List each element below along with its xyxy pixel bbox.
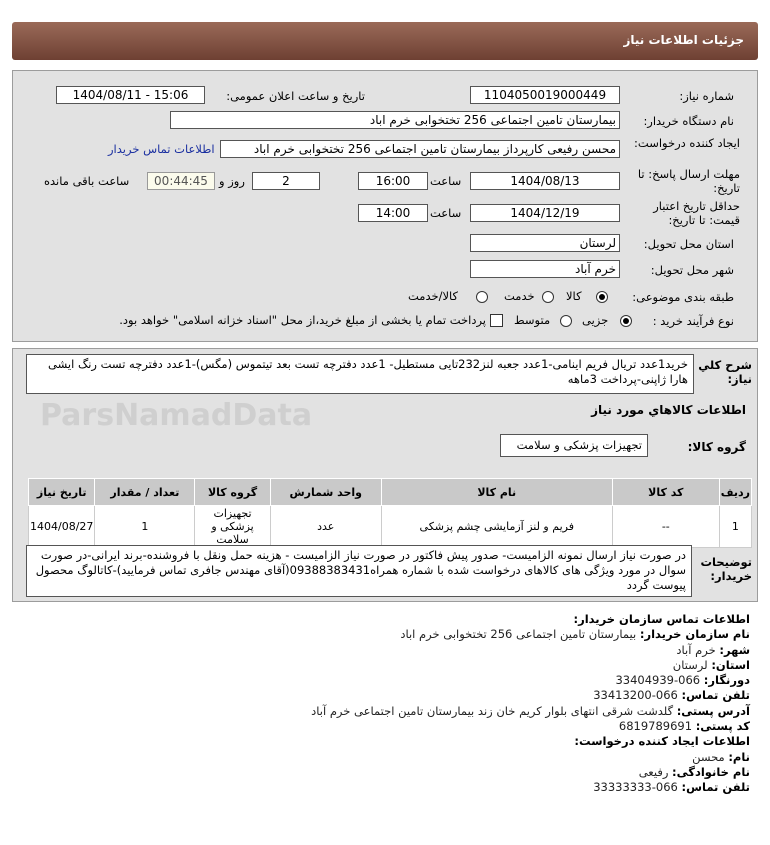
col-name: نام کالا — [380, 478, 613, 506]
validity-time-label: ساعت — [430, 206, 462, 220]
page-title: جزئیات اطلاعات نیاز — [623, 33, 744, 47]
page-header: جزئیات اطلاعات نیاز — [12, 22, 758, 60]
buyer-org-field[interactable]: بیمارستان تامین اجتماعی 256 تختخوابی خرم… — [170, 111, 620, 129]
postal-value: 6819789691 — [618, 719, 693, 734]
summary-label: شرح کلي نياز: — [698, 358, 752, 386]
treasury-payment-label: پرداخت تمام یا بخشی از مبلغ خرید،از محل … — [119, 313, 486, 327]
creator-field[interactable]: محسن رفیعی کارپرداز بیمارستان تامین اجتم… — [220, 140, 620, 158]
deadline-label: مهلت ارسال پاسخ: تا تاریخ: — [637, 167, 740, 195]
creator-phone-label: تلفن تماس: — [681, 780, 750, 795]
col-date: تاریخ نیاز — [27, 478, 96, 506]
category-goods-radio[interactable] — [596, 291, 608, 303]
col-group: گروه کالا — [194, 478, 271, 506]
days-remaining-field: 2 — [252, 172, 320, 190]
cell-code: -- — [611, 505, 720, 548]
name-label: نام: — [728, 749, 750, 764]
col-qty: تعداد / مقدار — [94, 478, 196, 506]
notes-box: در صورت نیاز ارسال نمونه الزامیست- صدور … — [26, 545, 692, 597]
summary-box: خرید1عدد تریال فریم اینامی-1عدد جعبه لنز… — [26, 354, 694, 394]
col-row: ردیف — [718, 478, 753, 506]
buyer-contact-section: اطلاعات تماس سازمان خریدار: نام سازمان خ… — [311, 612, 750, 796]
col-unit: واحد شمارش — [269, 478, 382, 506]
process-label: نوع فرآیند خرید : — [652, 314, 734, 328]
creator-phone-value: 066-33333333 — [593, 780, 678, 795]
province-label: استان: — [711, 657, 750, 672]
table-row: 1 -- فریم و لنز آزمایشی چشم پزشکی عدد تج… — [27, 505, 753, 548]
validity-label: حداقل تاریخ اعتبار قیمت: تا تاریخ: — [653, 199, 740, 227]
address-value: گلدشت شرقی انتهای بلوار کریم خان زند بیم… — [311, 703, 674, 718]
cell-date: 1404/08/27 — [27, 505, 96, 548]
category-goods-label: کالا — [566, 289, 582, 303]
category-label: طبقه بندی موضوعی: — [632, 290, 734, 304]
province-value: لرستان — [672, 657, 708, 672]
name-value: محسن — [692, 749, 725, 764]
process-minor-radio[interactable] — [620, 315, 632, 327]
cell-unit: عدد — [269, 505, 382, 548]
process-medium-radio[interactable] — [560, 315, 572, 327]
org-label: نام سازمان خریدار: — [639, 627, 750, 642]
category-both-radio[interactable] — [476, 291, 488, 303]
deadline-date-field[interactable]: 1404/08/13 — [470, 172, 620, 190]
days-label: روز و — [219, 174, 245, 188]
buyer-contact-link[interactable]: اطلاعات تماس خریدار — [108, 142, 215, 156]
org-value: بیمارستان تامین اجتماعی 256 تختخوابی خرم… — [400, 627, 637, 642]
table-header-row: ردیف کد کالا نام کالا واحد شمارش گروه کا… — [27, 478, 753, 506]
need-number-field[interactable]: 1104050019000449 — [470, 86, 620, 104]
cell-group: تجهیزات پزشکی و سلامت — [194, 505, 271, 548]
process-medium-label: متوسط — [514, 313, 551, 327]
validity-date-field[interactable]: 1404/12/19 — [470, 204, 620, 222]
address-label: آدرس پستی: — [676, 703, 750, 718]
contact-title: اطلاعات تماس سازمان خریدار: — [573, 612, 750, 626]
group-box: تجهیزات پزشکی و سلامت — [500, 434, 648, 457]
watermark-logo: ParsNamadData — [40, 398, 313, 433]
time-remaining-field: 00:44:45 — [147, 172, 215, 190]
process-minor-label: جزیی — [582, 313, 609, 327]
province-field[interactable]: لرستان — [470, 234, 620, 252]
category-both-label: کالا/خدمت — [408, 289, 459, 303]
family-label: نام خانوادگی: — [672, 764, 750, 779]
phone-label: تلفن تماس: — [681, 688, 750, 703]
city-label: شهر: — [719, 642, 750, 657]
province-label: استان محل تحویل: — [643, 237, 734, 251]
announce-field[interactable]: 1404/08/11 - 15:06 — [56, 86, 205, 104]
need-number-label: شماره نیاز: — [679, 89, 734, 103]
col-code: کد کالا — [611, 478, 720, 506]
city-label: شهر محل تحویل: — [650, 263, 734, 277]
category-service-label: خدمت — [504, 289, 535, 303]
phone-value: 066-33413200 — [593, 688, 678, 703]
cell-name: فریم و لنز آزمایشی چشم پزشکی — [380, 505, 613, 548]
postal-label: کد پستی: — [695, 719, 750, 734]
buyer-org-label: نام دستگاه خریدار: — [643, 114, 734, 128]
cell-qty: 1 — [94, 505, 196, 548]
cell-row: 1 — [718, 505, 753, 548]
creator-info-title: اطلاعات ایجاد کننده درخواست: — [574, 734, 750, 749]
category-service-radio[interactable] — [542, 291, 554, 303]
group-label: گروه کالا: — [687, 440, 746, 454]
city-field[interactable]: خرم آباد — [470, 260, 620, 278]
creator-label: ایجاد کننده درخواست: — [634, 136, 740, 150]
fax-value: 066-33404939 — [615, 673, 701, 688]
deadline-time-label: ساعت — [430, 174, 462, 188]
goods-title: اطلاعات کالاهاي مورد نياز — [591, 403, 746, 417]
deadline-time-field[interactable]: 16:00 — [358, 172, 428, 190]
notes-label: توضیحات خریدار: — [700, 555, 753, 583]
treasury-payment-checkbox[interactable] — [490, 314, 503, 327]
family-value: رفیعی — [638, 764, 669, 779]
announce-label: تاریخ و ساعت اعلان عمومی: — [226, 89, 365, 103]
validity-time-field[interactable]: 14:00 — [358, 204, 428, 222]
fax-label: دورنگار: — [703, 673, 750, 688]
city-value: خرم آباد — [676, 642, 716, 657]
remaining-label: ساعت باقی مانده — [44, 174, 130, 188]
goods-table: ردیف کد کالا نام کالا واحد شمارش گروه کا… — [27, 478, 753, 548]
